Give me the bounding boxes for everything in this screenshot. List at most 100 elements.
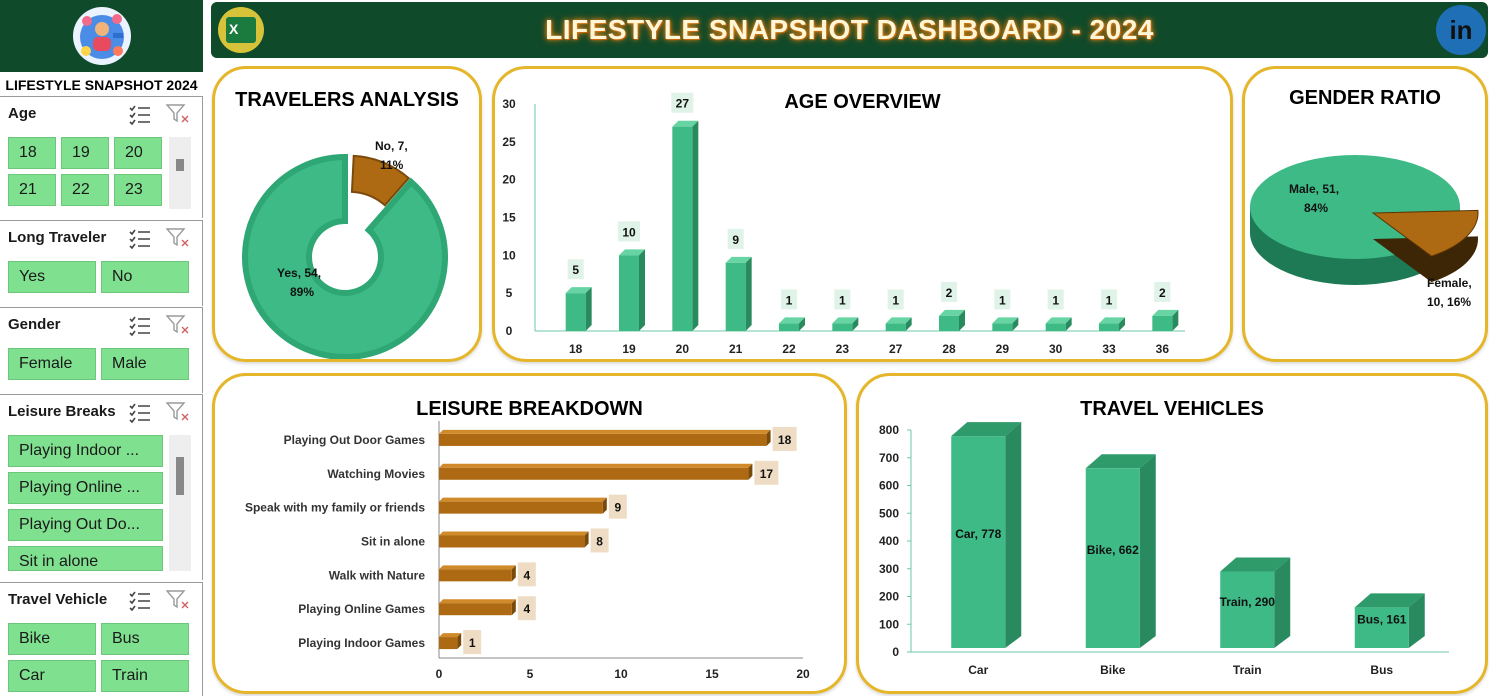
linkedin-icon[interactable]: in — [1436, 5, 1486, 55]
multi-select-icon[interactable] — [128, 589, 152, 612]
travelers-donut-chart: Yes, 54, 89% No, 7, 11% — [242, 139, 448, 359]
clear-filter-icon[interactable] — [165, 103, 190, 125]
age-bar — [939, 315, 959, 331]
leisure-tile-indoor[interactable]: Playing Indoor ... — [8, 435, 163, 467]
data-label-box — [517, 596, 536, 621]
gender-tile-male[interactable]: Male — [101, 348, 189, 380]
clear-filter-icon[interactable] — [165, 227, 190, 249]
age-bar — [565, 293, 586, 331]
age-bar — [779, 323, 799, 331]
y-tick-label: 0 — [506, 324, 513, 338]
leisure-scrollbar[interactable] — [169, 435, 191, 571]
bar-top — [439, 463, 753, 468]
age-tile-21[interactable]: 21 — [8, 174, 56, 206]
slicer-long-traveler-title: Long Traveler — [8, 229, 107, 246]
bar-top — [565, 287, 592, 294]
clear-filter-icon[interactable] — [165, 314, 190, 336]
age-tile-23[interactable]: 23 — [114, 174, 162, 206]
vehicle-data-label: Bus, 161 — [1357, 613, 1407, 627]
vehicle-tile-train[interactable]: Train — [101, 660, 189, 692]
data-label-box — [727, 228, 744, 249]
leisure-data-label: 17 — [760, 467, 774, 481]
vehicle-bar — [1354, 607, 1409, 648]
gender-tile-female[interactable]: Female — [8, 348, 96, 380]
bar-side — [766, 429, 771, 446]
age-tile-19[interactable]: 19 — [61, 137, 109, 169]
multi-select-icon[interactable] — [128, 103, 152, 126]
leisure-bar — [439, 501, 603, 514]
panel-age: AGE OVERVIEW 0 5 10 15 20 25 30 5 18 10 19 27 20 9 21 1… — [492, 66, 1233, 362]
slicer-leisure-breaks-title: Leisure Breaks — [8, 403, 116, 420]
age-tile-22[interactable]: 22 — [61, 174, 109, 206]
scroll-thumb[interactable] — [176, 159, 184, 171]
slicer-long-traveler: Long Traveler Yes No — [0, 220, 203, 306]
label-female-name: Female, — [1427, 276, 1472, 290]
x-tick-label: 36 — [1156, 342, 1170, 356]
panel-leisure: LEISURE BREAKDOWN 0 5 10 15 20 18 Playing Out … — [212, 373, 847, 694]
age-data-label: 9 — [732, 233, 739, 247]
label-no-pct: 11% — [380, 158, 404, 172]
x-tick-label: 10 — [614, 667, 628, 681]
multi-select-icon[interactable] — [128, 401, 152, 424]
multi-select-icon[interactable] — [128, 227, 152, 250]
donut-slice-yes — [242, 153, 448, 359]
category-label: Speak with my family or friends — [245, 501, 425, 515]
age-tile-20[interactable]: 20 — [114, 137, 162, 169]
dashboard-title: LIFESTYLE SNAPSHOT DASHBOARD - 2024 — [545, 14, 1154, 45]
bar-side — [511, 565, 516, 582]
bar-side — [1119, 317, 1125, 331]
long-traveler-tile-no[interactable]: No — [101, 261, 189, 293]
age-scrollbar[interactable] — [169, 137, 191, 209]
bar-side — [905, 317, 912, 331]
leisure-data-label: 1 — [469, 636, 476, 650]
data-label-box — [517, 562, 536, 587]
age-data-label: 1 — [839, 293, 846, 307]
y-tick-label: 200 — [879, 590, 899, 604]
label-no-count: No, 7, — [375, 139, 408, 153]
vehicle-bar — [1220, 571, 1275, 648]
vehicle-tile-bus[interactable]: Bus — [101, 623, 189, 655]
data-label-box — [567, 259, 584, 280]
excel-icon[interactable]: X — [218, 7, 264, 53]
multi-select-icon[interactable] — [128, 314, 152, 337]
leisure-tile-sit-alone[interactable]: Sit in alone — [8, 546, 163, 571]
age-data-label: 1 — [786, 293, 793, 307]
vehicles-bar-chart: 0 100 200 300 400 500 600 700 800 Car, 778 Car Bike… — [879, 422, 1449, 677]
slicer-age: Age 18 19 20 21 22 23 — [0, 96, 203, 218]
lifestyle-logo-icon — [72, 7, 131, 65]
gender-pie-chart: Male, 51, 84% Female, 10, 16% — [1250, 155, 1479, 309]
y-tick-label: 10 — [502, 248, 516, 262]
clear-filter-icon[interactable] — [165, 401, 190, 423]
slicer-gender-title: Gender — [8, 316, 61, 333]
age-tile-18[interactable]: 18 — [8, 137, 56, 169]
leisure-tile-outdoor[interactable]: Playing Out Do... — [8, 509, 163, 541]
slicer-leisure-breaks: Leisure Breaks Playing Indoor ... Playin… — [0, 394, 203, 580]
bar-side — [748, 463, 753, 480]
data-label-box — [463, 630, 482, 655]
leisure-title: LEISURE BREAKDOWN — [416, 398, 643, 420]
scroll-thumb[interactable] — [176, 457, 184, 495]
age-bar — [725, 262, 746, 331]
y-tick-label: 700 — [879, 451, 899, 465]
leisure-bar — [439, 603, 512, 616]
category-label: Playing Out Door Games — [284, 433, 426, 447]
age-bar — [619, 255, 639, 331]
leisure-bar — [439, 467, 749, 480]
leisure-tile-online[interactable]: Playing Online ... — [8, 472, 163, 504]
leisure-bar — [439, 535, 585, 548]
data-label-box — [754, 460, 779, 485]
clear-filter-icon[interactable] — [165, 589, 190, 611]
vehicle-tile-car[interactable]: Car — [8, 660, 96, 692]
data-label-box — [1101, 289, 1117, 310]
category-label: Sit in alone — [361, 535, 425, 549]
x-tick-label: 28 — [942, 342, 956, 356]
bar-top — [1354, 593, 1425, 608]
data-label-box — [887, 289, 904, 310]
donut-slice-no — [350, 154, 411, 207]
leisure-bar — [439, 569, 512, 582]
category-label: Playing Online Games — [298, 602, 425, 616]
bar-top — [951, 422, 1022, 437]
long-traveler-tile-yes[interactable]: Yes — [8, 261, 96, 293]
leisure-data-label: 4 — [523, 602, 530, 616]
vehicle-tile-bike[interactable]: Bike — [8, 623, 96, 655]
